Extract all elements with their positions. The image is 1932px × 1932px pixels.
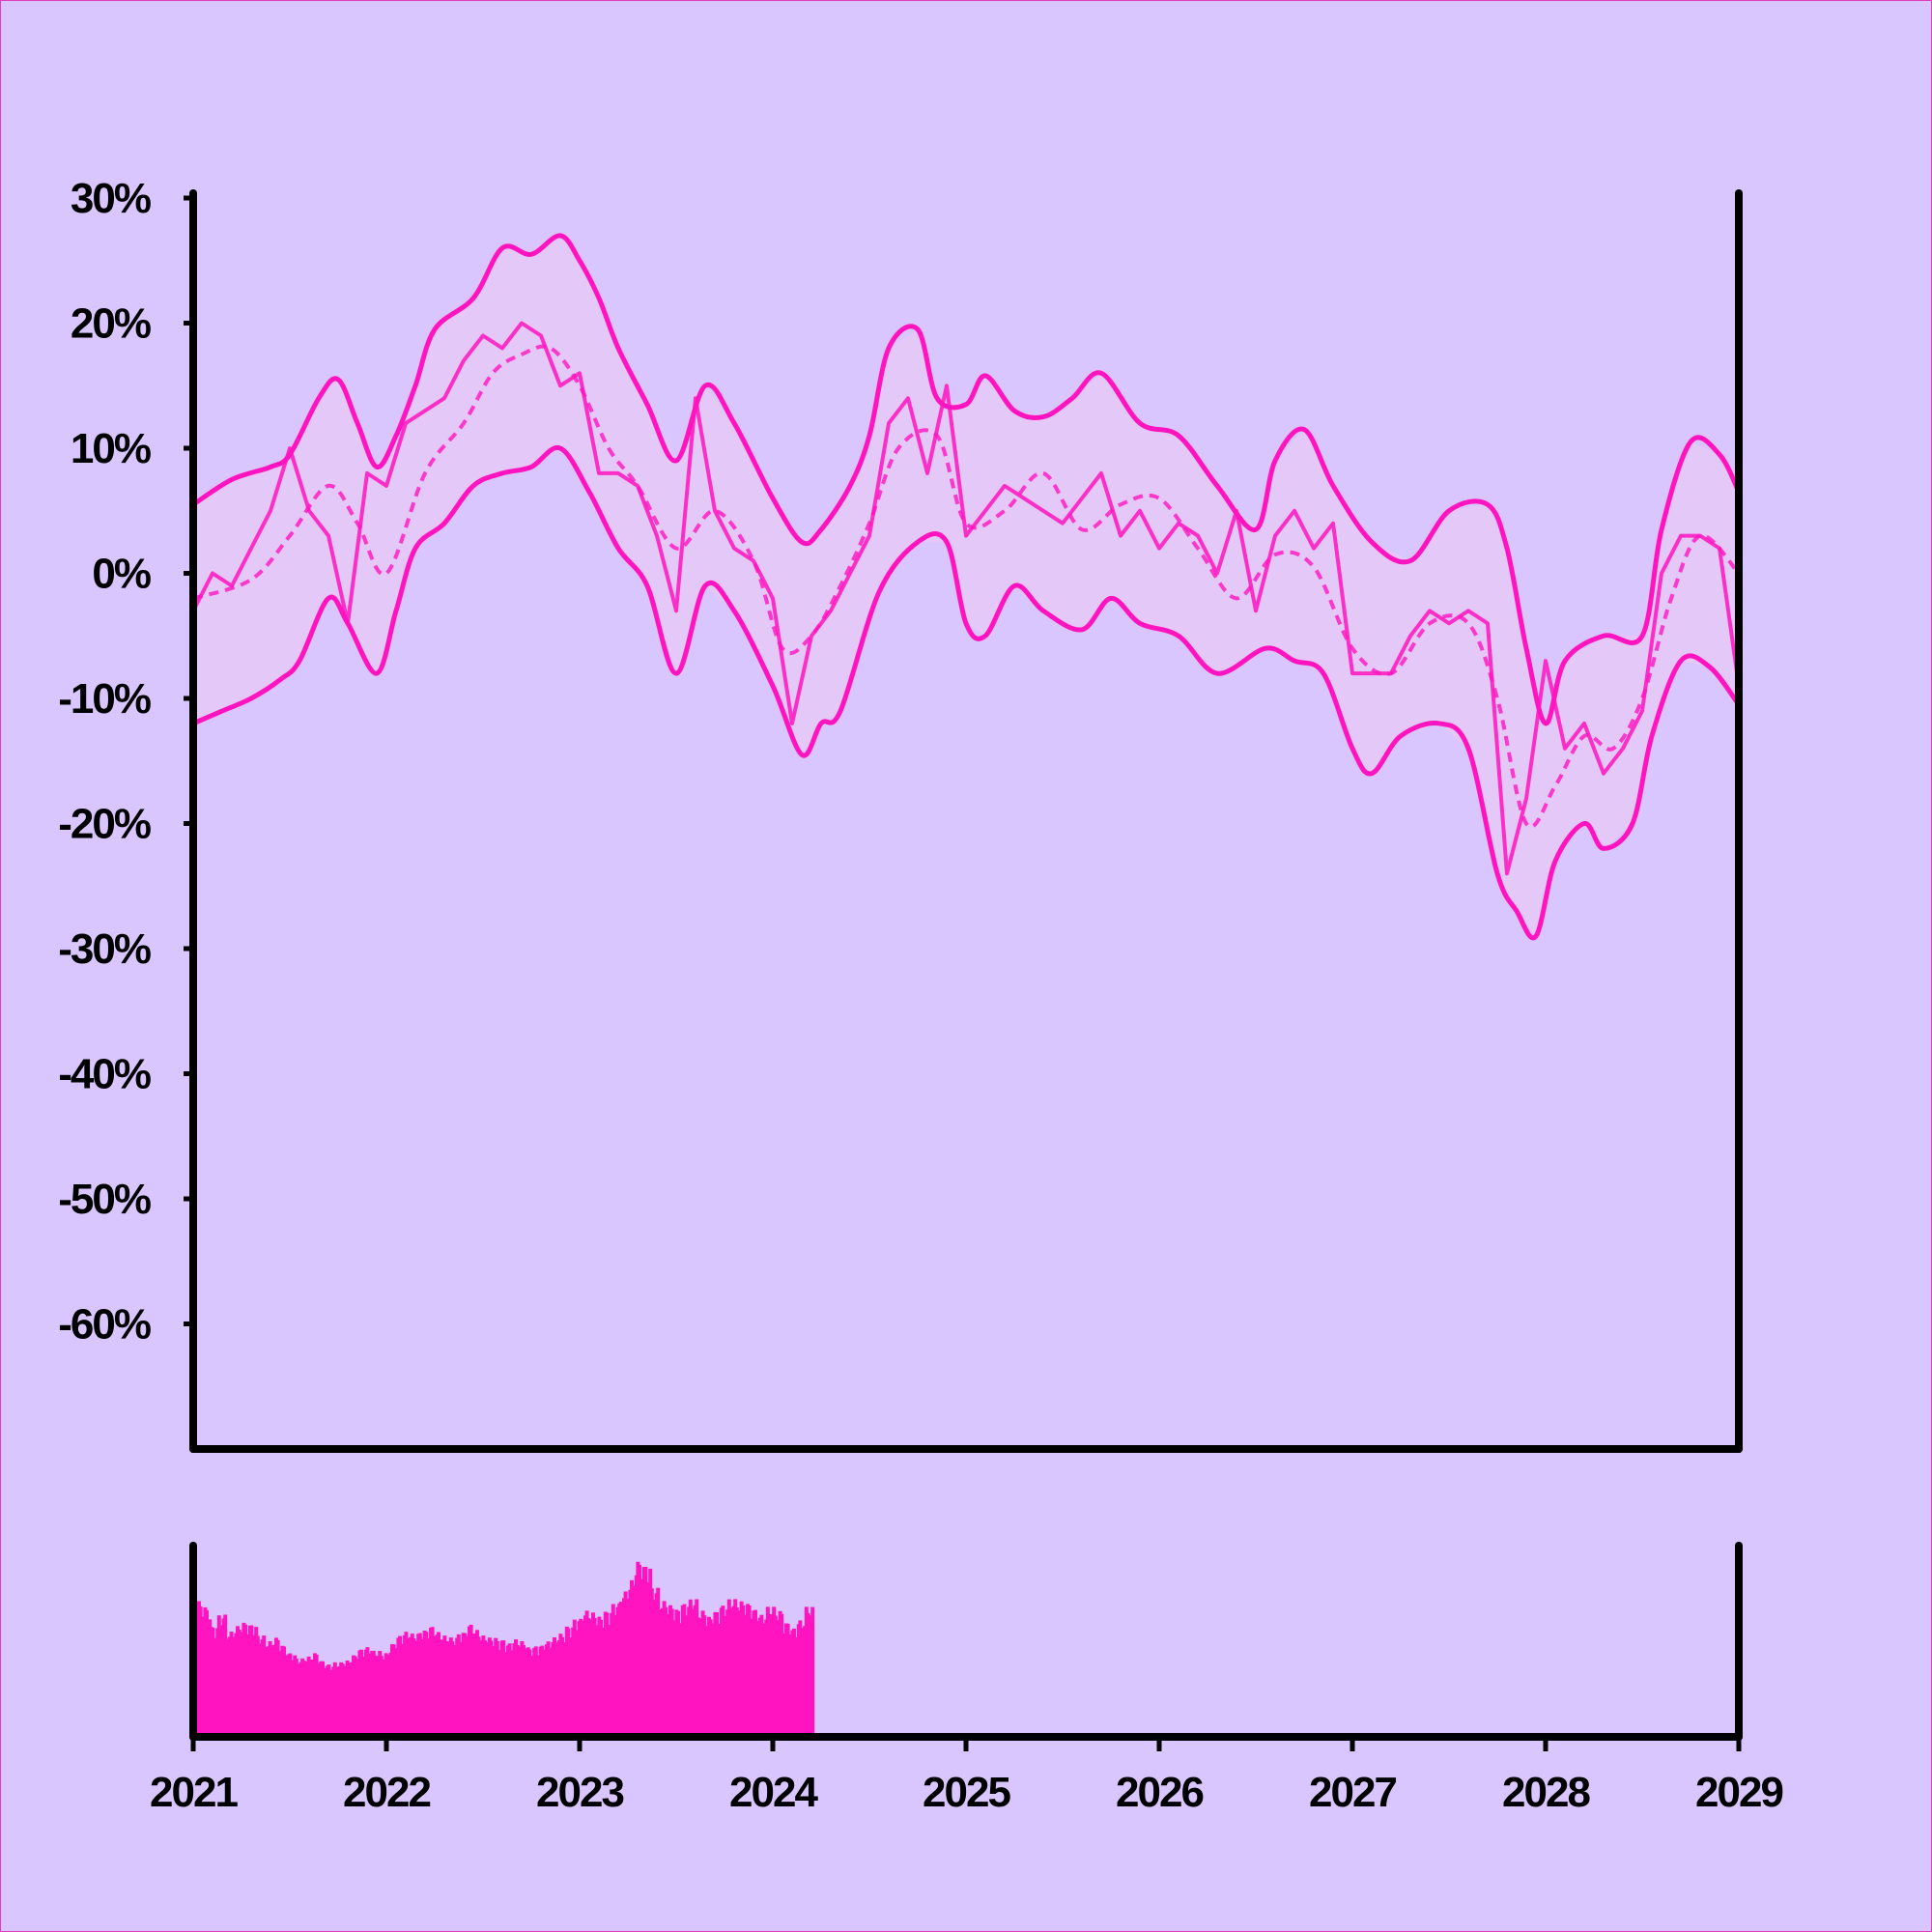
volume-bars bbox=[193, 1561, 815, 1737]
y-tick-label: -20% bbox=[58, 801, 151, 848]
x-tick-label: 2024 bbox=[729, 1769, 818, 1816]
x-tick-label: 2021 bbox=[150, 1769, 238, 1816]
main-price-panel: 30% 20% 10% 0% -10% -20% -30% -40% -50% -60% bbox=[58, 175, 1743, 1453]
x-tick-label: 2023 bbox=[536, 1769, 623, 1816]
y-tick-label: -30% bbox=[58, 925, 151, 973]
volume-panel: 2021 2022 2023 2024 2025 2026 2027 2028 2029 bbox=[150, 1542, 1784, 1816]
moving-average-line bbox=[192, 344, 1741, 829]
y-tick-label: 10% bbox=[71, 425, 151, 472]
y-tick-label: -60% bbox=[58, 1301, 151, 1349]
x-tick-label: 2027 bbox=[1309, 1769, 1396, 1816]
y-tick-label: 30% bbox=[71, 175, 151, 222]
y-tick-label: 20% bbox=[71, 300, 151, 348]
x-tick-label: 2028 bbox=[1502, 1769, 1590, 1816]
x-axis-ticks: 2021 2022 2023 2024 2025 2026 2027 2028 2029 bbox=[150, 1737, 1784, 1816]
y-tick-label: 0% bbox=[92, 551, 150, 598]
y-tick-label: -50% bbox=[58, 1176, 151, 1223]
upper-band-line bbox=[191, 233, 1742, 726]
lower-band-line bbox=[191, 444, 1742, 941]
price-lines bbox=[191, 233, 1742, 941]
price-line bbox=[191, 321, 1741, 876]
x-tick-label: 2029 bbox=[1695, 1769, 1782, 1816]
x-tick-label: 2026 bbox=[1116, 1769, 1203, 1816]
band-fill-area bbox=[193, 235, 1739, 937]
volume-bar bbox=[810, 1606, 815, 1737]
y-tick-label: -40% bbox=[58, 1051, 151, 1098]
x-tick-label: 2025 bbox=[923, 1769, 1010, 1816]
y-axis-ticks: 30% 20% 10% 0% -10% -20% -30% -40% -50% -60% bbox=[58, 175, 193, 1349]
x-tick-label: 2022 bbox=[343, 1769, 430, 1816]
y-tick-label: -10% bbox=[58, 675, 151, 723]
